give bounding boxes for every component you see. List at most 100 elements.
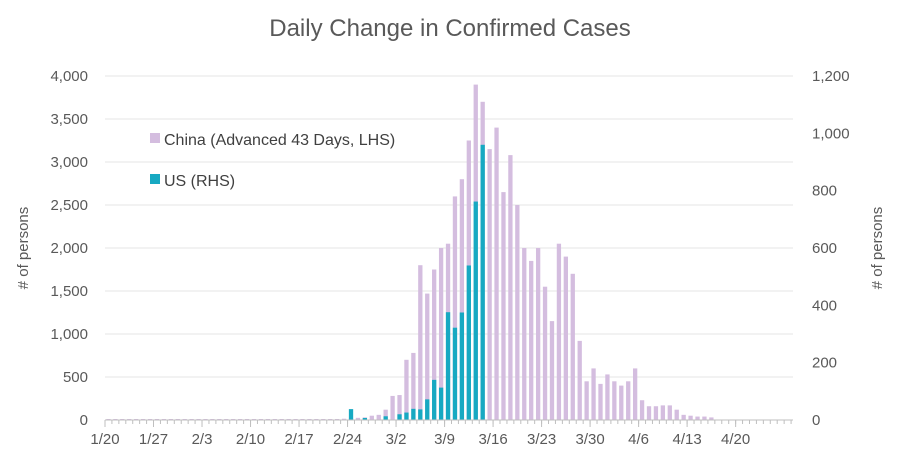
china-bar [646, 406, 652, 420]
china-bar [674, 409, 679, 420]
left-tick-label: 4,000 [50, 68, 88, 85]
china-bar [660, 405, 666, 420]
china-bar [570, 273, 575, 420]
china-bar [459, 179, 465, 420]
china-bar [432, 269, 437, 420]
right-tick-label: 800 [812, 183, 837, 200]
us-bar [418, 409, 423, 420]
us-bar [445, 312, 451, 420]
legend-label-china: China (Advanced 43 Days, LHS) [164, 132, 395, 149]
china-bar [626, 381, 631, 420]
left-tick-label: 0 [80, 412, 88, 429]
china-bar [605, 374, 610, 420]
left-axis-label: # of persons [15, 207, 32, 290]
left-tick-label: 1,000 [50, 326, 88, 343]
china-bar [619, 385, 624, 420]
china-bar [404, 359, 409, 420]
us-bar [425, 399, 430, 420]
x-tick-label: 2/24 [333, 431, 362, 448]
x-tick-label: 3/30 [575, 431, 604, 448]
x-tick-label: 2/17 [284, 431, 313, 448]
china-bar [702, 416, 707, 420]
china-bar [584, 381, 589, 420]
x-tick-label: 2/10 [236, 431, 265, 448]
us-bar [480, 144, 485, 421]
china-bar [494, 127, 499, 420]
china-bar [542, 286, 548, 420]
us-bars [348, 144, 485, 421]
x-tick-label: 2/3 [192, 431, 213, 448]
x-tick-label: 3/23 [527, 431, 556, 448]
us-bar [473, 201, 478, 420]
x-tick-label: 3/9 [434, 431, 455, 448]
left-tick-label: 3,500 [50, 111, 88, 128]
left-axis-ticks: 0 500 1,000 1,500 2,000 2,500 3,000 3,500 4,000 [50, 68, 88, 429]
right-tick-label: 200 [812, 355, 837, 372]
x-tick-label: 4/6 [628, 431, 649, 448]
china-bar [563, 256, 568, 420]
china-bar [425, 293, 430, 420]
right-tick-label: 0 [812, 412, 820, 429]
china-bar [355, 417, 361, 420]
right-tick-label: 1,000 [812, 125, 850, 142]
x-tick-label: 4/13 [673, 431, 702, 448]
china-bar [487, 149, 492, 420]
china-bar [556, 243, 562, 420]
left-tick-label: 2,000 [50, 240, 88, 257]
x-tick-label: 3/2 [386, 431, 407, 448]
china-bar [577, 340, 582, 420]
china-bar [515, 205, 520, 420]
china-bar [549, 321, 555, 420]
legend-label-us: US (RHS) [164, 173, 235, 190]
china-bar [709, 417, 714, 420]
china-bar [369, 415, 374, 420]
left-tick-label: 500 [63, 369, 88, 386]
china-bar [390, 395, 395, 420]
right-axis-label: # of persons [869, 207, 886, 290]
x-tick-label: 4/20 [721, 431, 750, 448]
us-bar [362, 417, 368, 420]
x-tick-label: 3/16 [478, 431, 507, 448]
right-axis-ticks: 0 200 400 600 800 1,000 1,200 [812, 68, 850, 429]
china-bar [341, 418, 347, 420]
us-bar [466, 265, 471, 420]
us-bar [438, 387, 444, 420]
x-axis-ticks: 1/20 1/27 2/3 2/10 2/17 2/24 3/2 3/9 3/16 3/23 3/3… [90, 420, 792, 448]
china-bar [688, 415, 693, 420]
china-bar [632, 368, 638, 420]
us-bar [404, 412, 409, 420]
legend: China (Advanced 43 Days, LHS) US (RHS) [150, 132, 395, 190]
china-bar [612, 381, 617, 420]
china-bar [452, 196, 458, 420]
left-tick-label: 1,500 [50, 283, 88, 300]
china-bar [653, 406, 659, 420]
china-bar [667, 405, 672, 420]
china-bar [418, 265, 423, 420]
china-bar [522, 248, 527, 420]
us-bar [459, 312, 465, 420]
us-bar [348, 409, 354, 420]
china-bar [681, 414, 686, 420]
left-tick-label: 3,000 [50, 154, 88, 171]
china-bar [438, 248, 444, 420]
china-bar [535, 248, 541, 420]
left-tick-label: 2,500 [50, 197, 88, 214]
china-bar [591, 368, 596, 420]
right-tick-label: 400 [812, 297, 837, 314]
china-bar [529, 260, 534, 420]
us-bar [383, 416, 388, 420]
china-bar [411, 352, 416, 420]
china-bar [639, 400, 645, 420]
us-bar [411, 408, 416, 420]
china-bar [508, 155, 513, 420]
us-bar [397, 414, 402, 420]
x-tick-label: 1/27 [139, 431, 168, 448]
us-bar [452, 327, 458, 420]
legend-swatch-us [150, 174, 160, 184]
china-bar [397, 395, 402, 420]
china-bar [501, 192, 506, 420]
china-bar [376, 414, 381, 420]
legend-swatch-china [150, 133, 160, 143]
